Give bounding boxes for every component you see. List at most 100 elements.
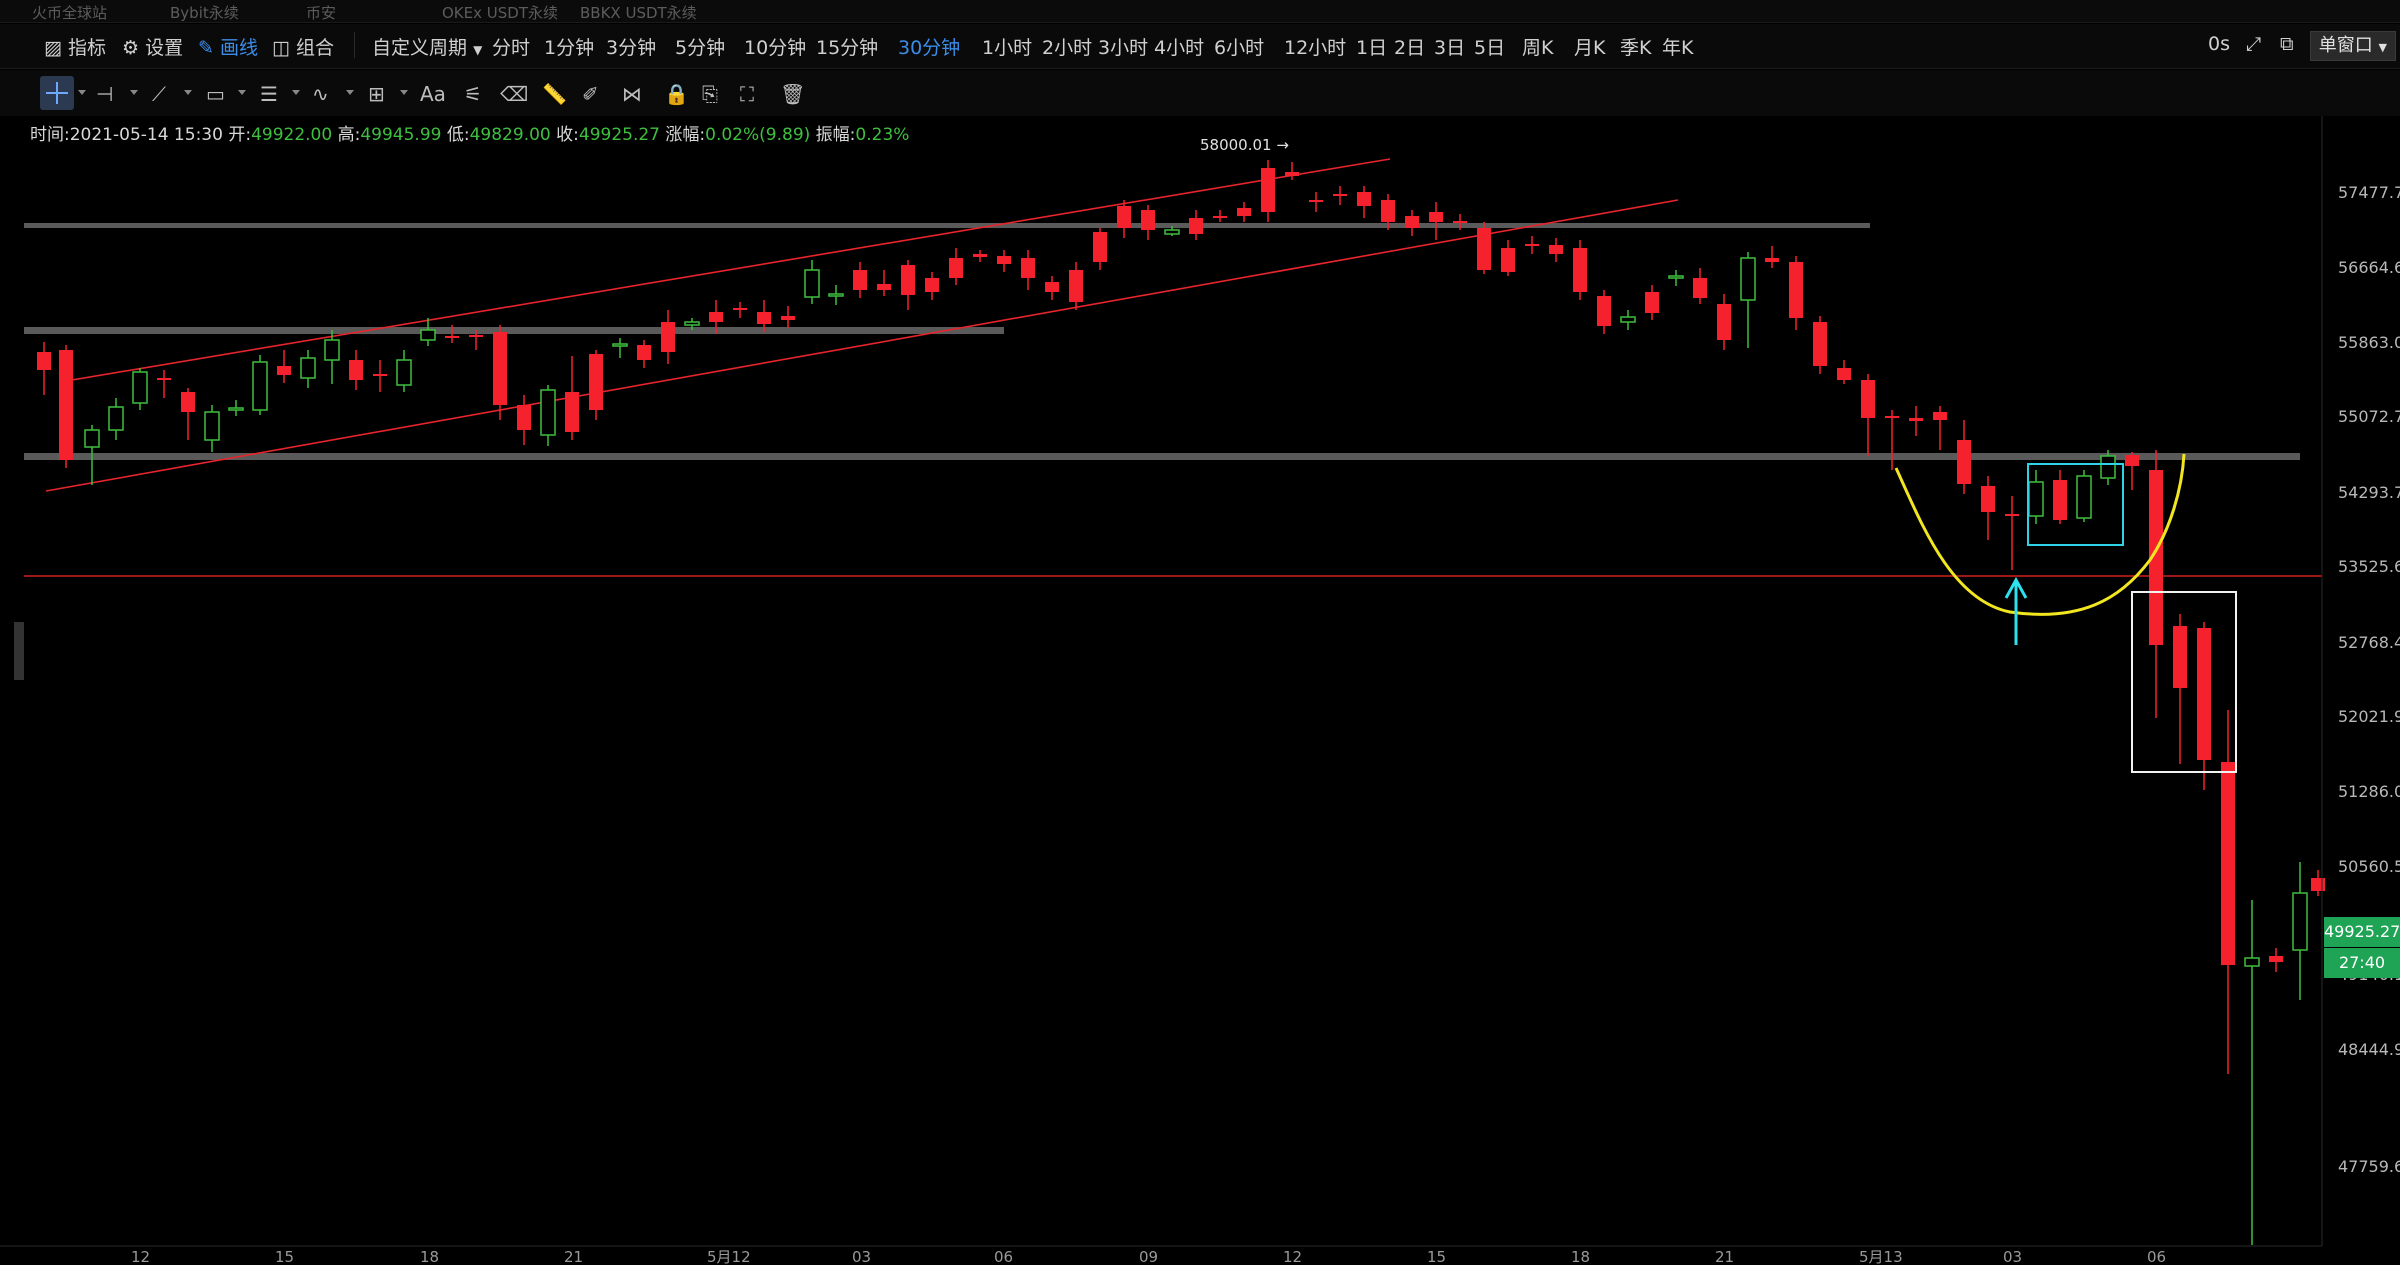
period-tab[interactable]: 3小时 bbox=[1098, 37, 1149, 59]
candle-body[interactable] bbox=[1957, 440, 1971, 484]
consolidation-box[interactable] bbox=[2027, 463, 2124, 546]
wave-icon[interactable]: ∿ bbox=[312, 82, 329, 106]
candle-body[interactable] bbox=[1021, 258, 1035, 278]
rectangle-icon[interactable]: ▭ bbox=[206, 82, 225, 106]
horizontal-line-icon[interactable]: ⊣ bbox=[96, 82, 114, 106]
candle-body[interactable] bbox=[973, 254, 987, 257]
candle-body[interactable] bbox=[1861, 380, 1875, 418]
text-icon[interactable]: Aa bbox=[420, 82, 446, 106]
period-tab[interactable]: 5日 bbox=[1474, 37, 1506, 59]
candle-body[interactable] bbox=[445, 336, 459, 338]
candle-body[interactable] bbox=[877, 284, 891, 290]
candle-body[interactable] bbox=[1693, 278, 1707, 298]
delete-icon[interactable]: 🗑 bbox=[780, 82, 806, 106]
channel-lower-line[interactable] bbox=[45, 199, 1679, 492]
breakdown-box[interactable] bbox=[2131, 591, 2237, 773]
period-tab[interactable]: 6小时 bbox=[1214, 37, 1265, 59]
candle-body[interactable] bbox=[2269, 956, 2283, 962]
period-tab[interactable]: 15分钟 bbox=[816, 37, 879, 59]
candle-body[interactable] bbox=[228, 407, 244, 411]
resistance-line[interactable] bbox=[24, 327, 1004, 334]
candle-body[interactable] bbox=[2221, 762, 2235, 965]
candle-body[interactable] bbox=[84, 429, 100, 448]
brush-icon[interactable]: ✐ bbox=[582, 82, 599, 106]
exchange-tab[interactable]: Bybit永续 bbox=[170, 4, 239, 22]
candle-body[interactable] bbox=[1453, 221, 1467, 223]
candle-body[interactable] bbox=[757, 312, 771, 324]
channel-upper-line[interactable] bbox=[59, 158, 1391, 383]
candle-body[interactable] bbox=[1740, 257, 1756, 301]
candle-body[interactable] bbox=[1597, 296, 1611, 326]
period-tab[interactable]: 周K bbox=[1522, 37, 1554, 59]
exchange-tab[interactable]: OKEx USDT永续 bbox=[442, 4, 558, 22]
period-tab[interactable]: 年K bbox=[1662, 37, 1694, 59]
candle-body[interactable] bbox=[1381, 200, 1395, 222]
draw-button[interactable]: ✎ 画线 bbox=[198, 37, 258, 59]
candle-body[interactable] bbox=[684, 321, 700, 326]
candle-body[interactable] bbox=[2311, 878, 2325, 891]
candle-body[interactable] bbox=[1333, 194, 1347, 196]
candle-body[interactable] bbox=[1501, 248, 1515, 272]
eraser-icon[interactable]: ⌫ bbox=[500, 82, 529, 106]
fib-icon[interactable]: ⚟ bbox=[464, 82, 482, 106]
ruler-icon[interactable]: 📏 bbox=[542, 82, 567, 106]
candle-body[interactable] bbox=[2100, 455, 2116, 479]
period-tab[interactable]: 分时 bbox=[492, 37, 531, 59]
candle-body[interactable] bbox=[252, 361, 268, 411]
candle-body[interactable] bbox=[1837, 368, 1851, 380]
candle-body[interactable] bbox=[1141, 210, 1155, 230]
candle-body[interactable] bbox=[1981, 486, 1995, 512]
period-tab[interactable]: 3日 bbox=[1434, 37, 1466, 59]
candlestick-chart[interactable]: 58000.01 → 57477.7 56664.6 55863.0 55072.7 5… bbox=[0, 116, 2400, 1265]
candle-body[interactable] bbox=[108, 406, 124, 431]
fullscreen-icon[interactable]: ⤢ bbox=[2246, 33, 2262, 55]
resistance-line[interactable] bbox=[24, 223, 1870, 228]
candle-body[interactable] bbox=[1525, 244, 1539, 246]
candle-body[interactable] bbox=[2197, 628, 2211, 760]
period-tab[interactable]: 12小时 bbox=[1284, 37, 1347, 59]
candle-body[interactable] bbox=[1069, 270, 1083, 302]
period-tab[interactable]: 4小时 bbox=[1154, 37, 1205, 59]
sidebar-toggle-handle[interactable] bbox=[14, 622, 24, 680]
candle-body[interactable] bbox=[1620, 316, 1636, 323]
candle-body[interactable] bbox=[1405, 216, 1419, 228]
candle-body[interactable] bbox=[1117, 206, 1131, 228]
candle-body[interactable] bbox=[1164, 229, 1180, 235]
candle-body[interactable] bbox=[2244, 957, 2260, 967]
candle-body[interactable] bbox=[2005, 514, 2019, 516]
window-mode-dropdown[interactable]: 单窗口 ▼ bbox=[2309, 31, 2396, 61]
measure-icon[interactable]: ⊞ bbox=[368, 82, 385, 106]
candle-body[interactable] bbox=[1309, 200, 1323, 202]
candle-body[interactable] bbox=[324, 339, 340, 361]
candle-body[interactable] bbox=[373, 374, 387, 376]
candle-body[interactable] bbox=[1549, 245, 1563, 254]
period-tab[interactable]: 1分钟 bbox=[544, 37, 595, 59]
period-tab[interactable]: 1小时 bbox=[982, 37, 1033, 59]
candle-body[interactable] bbox=[1093, 232, 1107, 262]
period-tab[interactable]: 1日 bbox=[1356, 37, 1388, 59]
candle-body[interactable] bbox=[1357, 192, 1371, 206]
screenshot-icon[interactable]: ⛶ bbox=[740, 82, 754, 106]
candle-body[interactable] bbox=[709, 312, 723, 322]
candle-body[interactable] bbox=[1933, 412, 1947, 420]
candle-body[interactable] bbox=[181, 392, 195, 412]
candle-body[interactable] bbox=[1717, 304, 1731, 340]
period-tab[interactable]: 30分钟 bbox=[898, 37, 961, 59]
settings-button[interactable]: ⚙ 设置 bbox=[122, 37, 184, 59]
candle-body[interactable] bbox=[1045, 282, 1059, 292]
candle-body[interactable] bbox=[2028, 481, 2044, 517]
candle-body[interactable] bbox=[493, 332, 507, 405]
candle-body[interactable] bbox=[565, 392, 579, 432]
candle-body[interactable] bbox=[1789, 262, 1803, 318]
candle-body[interactable] bbox=[781, 316, 795, 320]
period-tab[interactable]: 3分钟 bbox=[606, 37, 657, 59]
candle-body[interactable] bbox=[1237, 208, 1251, 216]
candle-body[interactable] bbox=[2173, 626, 2187, 688]
candle-body[interactable] bbox=[277, 366, 291, 375]
candle-body[interactable] bbox=[157, 378, 171, 380]
candle-body[interactable] bbox=[949, 258, 963, 278]
candle-body[interactable] bbox=[1285, 172, 1299, 176]
candle-body[interactable] bbox=[2053, 480, 2067, 520]
candle-body[interactable] bbox=[59, 350, 73, 460]
candle-body[interactable] bbox=[37, 352, 51, 370]
